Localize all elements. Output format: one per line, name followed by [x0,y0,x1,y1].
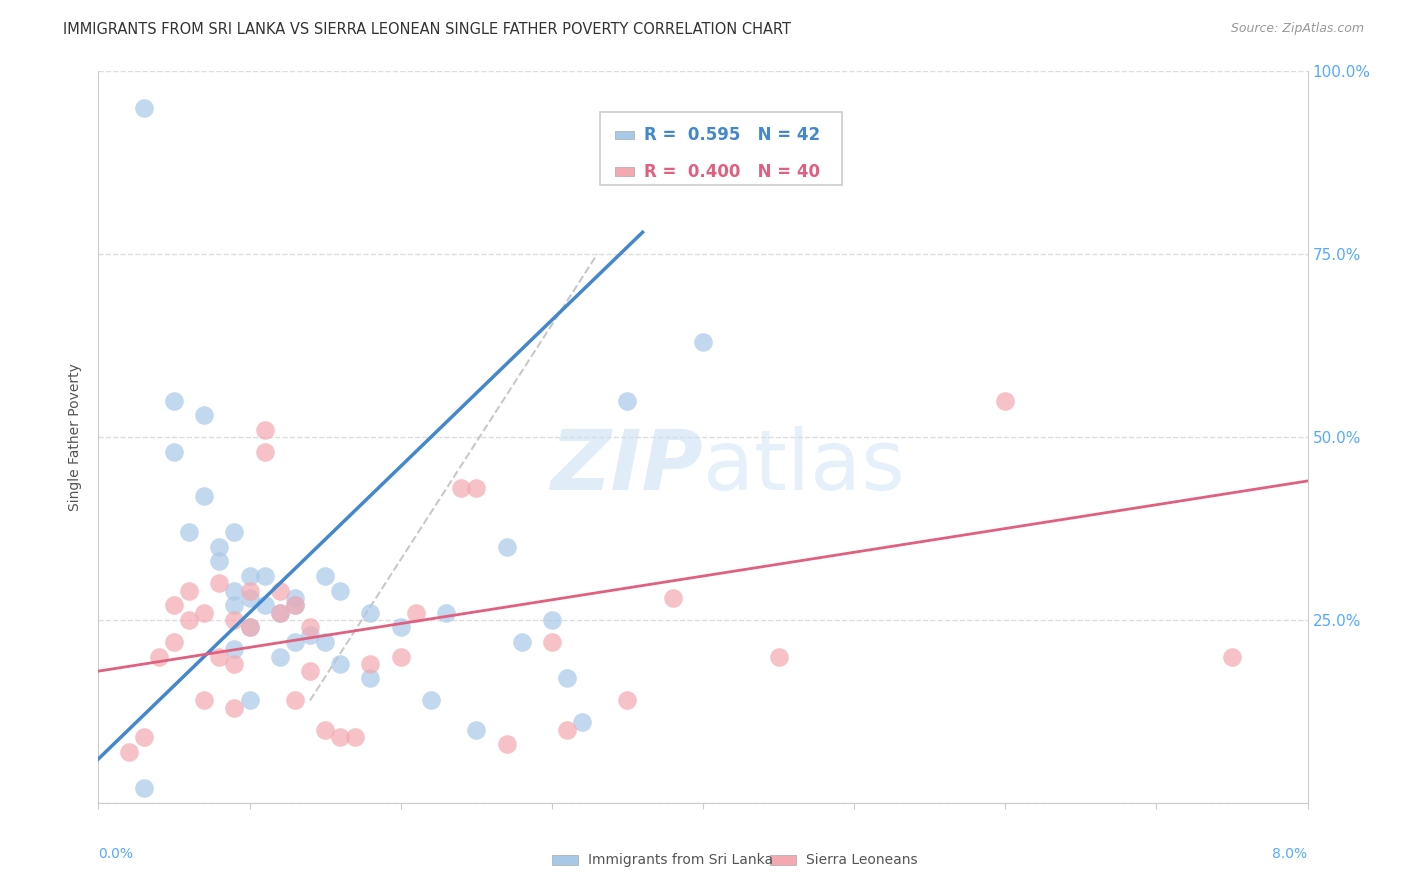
Point [163,599,186,613]
Point [224,613,246,627]
Point [284,591,307,605]
Text: IMMIGRANTS FROM SRI LANKA VS SIERRA LEONEAN SINGLE FATHER POVERTY CORRELATION CH: IMMIGRANTS FROM SRI LANKA VS SIERRA LEON… [63,22,792,37]
Point [692,334,714,349]
Point [465,481,488,495]
Point [284,693,307,707]
Point [193,489,215,503]
Point [314,569,336,583]
Point [132,781,155,796]
Point [389,620,412,634]
Point [224,599,246,613]
Point [179,613,201,627]
Point [253,444,276,458]
FancyBboxPatch shape [551,855,578,865]
Text: R =  0.595   N = 42: R = 0.595 N = 42 [644,126,820,144]
Y-axis label: Single Father Poverty: Single Father Poverty [69,363,83,511]
Point [299,664,322,678]
Point [179,525,201,540]
Point [239,620,262,634]
Text: ZIP: ZIP [550,425,703,507]
Point [224,657,246,671]
Point [661,591,683,605]
Point [495,737,517,751]
Point [768,649,790,664]
Point [208,649,231,664]
Point [208,540,231,554]
Point [1220,649,1243,664]
Point [253,569,276,583]
Point [239,569,262,583]
Point [224,642,246,657]
Text: Sierra Leoneans: Sierra Leoneans [806,853,917,867]
Point [253,599,276,613]
Point [118,745,141,759]
Point [420,693,443,707]
FancyBboxPatch shape [614,130,634,139]
Point [239,583,262,598]
Point [163,393,186,408]
Point [344,730,367,744]
Point [450,481,472,495]
Point [555,672,578,686]
Point [284,599,307,613]
Point [994,393,1017,408]
Point [269,583,291,598]
Point [314,723,336,737]
Point [132,101,155,115]
Point [148,649,170,664]
Text: 0.0%: 0.0% [98,847,134,861]
Point [495,540,517,554]
Point [224,525,246,540]
Point [163,444,186,458]
Point [193,693,215,707]
Point [314,635,336,649]
Point [329,583,352,598]
Point [329,730,352,744]
Point [163,635,186,649]
Point [510,635,533,649]
Point [239,591,262,605]
Point [253,423,276,437]
Point [284,599,307,613]
Point [540,635,562,649]
Point [389,649,412,664]
Point [360,606,382,620]
Point [239,620,262,634]
Point [616,693,638,707]
Point [299,627,322,641]
Text: Immigrants from Sri Lanka: Immigrants from Sri Lanka [588,853,773,867]
Point [193,606,215,620]
FancyBboxPatch shape [614,167,634,176]
Point [224,700,246,714]
Point [132,730,155,744]
Point [616,393,638,408]
Point [405,606,427,620]
Point [239,693,262,707]
FancyBboxPatch shape [769,855,796,865]
Point [269,606,291,620]
Point [465,723,488,737]
Point [555,723,578,737]
Point [193,408,215,422]
Point [224,583,246,598]
Text: Source: ZipAtlas.com: Source: ZipAtlas.com [1230,22,1364,36]
Point [208,576,231,591]
Point [571,715,593,730]
Point [360,672,382,686]
Point [208,554,231,568]
Point [360,657,382,671]
Point [540,613,562,627]
FancyBboxPatch shape [600,112,842,185]
Point [329,657,352,671]
Point [299,620,322,634]
Point [179,583,201,598]
Text: atlas: atlas [703,425,904,507]
Point [269,606,291,620]
Point [284,635,307,649]
Text: R =  0.400   N = 40: R = 0.400 N = 40 [644,162,820,180]
Point [269,649,291,664]
Text: 8.0%: 8.0% [1272,847,1308,861]
Point [434,606,457,620]
